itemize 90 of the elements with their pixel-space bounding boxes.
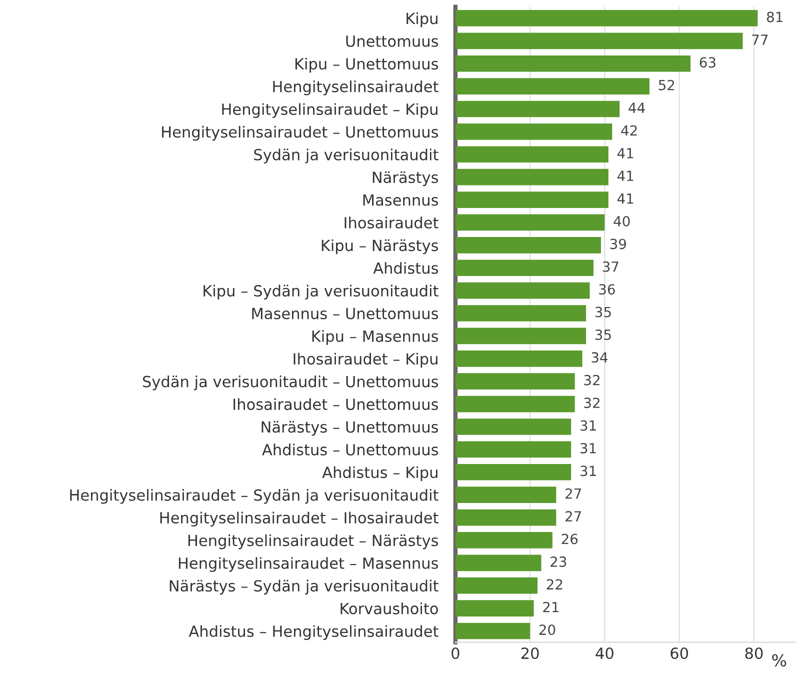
data-label: 35: [595, 306, 611, 318]
bar: [455, 214, 605, 231]
bar: [455, 100, 620, 118]
data-label: 81: [766, 12, 782, 22]
data-label: 27: [566, 488, 582, 499]
bar: [455, 532, 552, 548]
y-tick-label: Ihosairaudet – Unettomuus: [234, 398, 438, 410]
bar: [455, 78, 650, 94]
data-label: 32: [584, 374, 600, 386]
y-tick-label: Unettomuus: [346, 36, 438, 47]
data-label: 63: [700, 57, 716, 68]
bar: [455, 146, 608, 163]
data-label: 23: [550, 556, 566, 567]
bar: [455, 55, 691, 72]
bar: [455, 124, 612, 140]
y-tick-label: Närästys – Sydän ja verisuonitaudit: [170, 580, 438, 595]
y-tick-label: Hengityselinsairaudet – Sydän ja verisuonitaudit: [70, 489, 438, 504]
y-tick-label: Kipu – Masennus: [312, 330, 438, 345]
data-label: 22: [546, 579, 562, 590]
data-label: 27: [566, 511, 582, 522]
bar: [455, 282, 590, 299]
x-axis-title: %: [772, 654, 786, 667]
data-label: 41: [617, 170, 634, 181]
data-label: 26: [562, 534, 578, 544]
bar: [455, 486, 556, 503]
bar: [455, 328, 586, 344]
y-tick-label: Masennus: [363, 194, 438, 206]
y-tick-label: Korvaushoito: [340, 602, 438, 614]
y-tick-label: Hengityselinsairaudet – Masennus: [178, 557, 438, 572]
y-tick-label: Närästys – Unettomuus: [262, 420, 438, 436]
y-tick-label: Ahdistus – Hengityselinsairaudet: [188, 625, 438, 640]
bar: [455, 168, 608, 186]
data-label: 44: [628, 102, 645, 113]
data-label: 32: [584, 398, 600, 408]
y-tick-label: Kipu – Närästys: [322, 239, 438, 254]
bar: [455, 622, 530, 640]
bar: [455, 373, 575, 390]
bar: [455, 577, 538, 594]
data-label: 31: [580, 442, 596, 454]
y-tick-label: Ihosairaudet: [344, 216, 438, 228]
y-tick-label: Hengityselinsairaudet – Kipu: [222, 103, 438, 118]
y-tick-label: Ahdistus: [373, 262, 438, 274]
bar: [455, 192, 608, 208]
y-tick-label: Ahdistus – Unettomuus: [262, 444, 438, 456]
data-label: 31: [580, 466, 596, 476]
y-tick-label: Kipu – Unettomuus: [295, 58, 438, 73]
data-label: 35: [595, 329, 611, 340]
bar: [455, 441, 572, 458]
bar: [455, 396, 575, 412]
bar: [455, 464, 572, 480]
bar: [455, 260, 594, 276]
y-tick-label: Närästys: [372, 171, 438, 186]
data-label: 52: [658, 80, 674, 90]
x-tick-label: 80: [745, 647, 763, 660]
bar: [455, 350, 582, 367]
bar: [455, 418, 572, 435]
x-tick-label: 60: [670, 647, 688, 660]
x-tick-label: 0: [452, 647, 460, 660]
y-tick-label: Hengityselinsairaudet – Ihosairaudet: [160, 512, 438, 526]
data-label: 39: [610, 238, 626, 250]
bar: [455, 554, 542, 572]
data-label: 31: [580, 420, 596, 431]
x-tick-label: 20: [521, 647, 539, 660]
bar: [455, 600, 534, 616]
y-tick-label: Sydän ja verisuonitaudit: [254, 148, 438, 164]
data-label: 41: [617, 148, 634, 158]
x-tick-label: 40: [596, 647, 614, 660]
data-label: 21: [543, 602, 559, 612]
bar: [455, 10, 758, 26]
bar: [455, 32, 743, 50]
y-tick-label: Masennus – Unettomuus: [252, 308, 438, 320]
data-label: 41: [617, 193, 634, 204]
y-tick-label: Hengityselinsairaudet – Unettomuus: [162, 126, 438, 141]
data-label: 77: [752, 34, 768, 45]
data-label: 36: [599, 284, 615, 295]
y-tick-label: Hengityselinsairaudet – Närästys: [188, 534, 438, 550]
data-label: 34: [592, 352, 608, 363]
bar: [455, 237, 601, 254]
y-tick-label: Ahdistus – Kipu: [322, 466, 438, 482]
data-label: 42: [621, 125, 637, 136]
data-label: 37: [602, 261, 618, 272]
bar: [455, 509, 556, 526]
data-label: 20: [539, 624, 556, 636]
y-tick-label: Sydän ja verisuonitaudit – Unettomuus: [142, 376, 438, 390]
y-tick-label: Ihosairaudet – Kipu: [294, 352, 438, 368]
y-tick-label: Kipu – Sydän ja verisuonitaudit: [204, 284, 438, 300]
data-label: 40: [614, 216, 630, 227]
y-tick-label: Kipu: [406, 12, 438, 28]
y-tick-label: Hengityselinsairaudet: [273, 80, 438, 96]
bar: [455, 305, 586, 322]
